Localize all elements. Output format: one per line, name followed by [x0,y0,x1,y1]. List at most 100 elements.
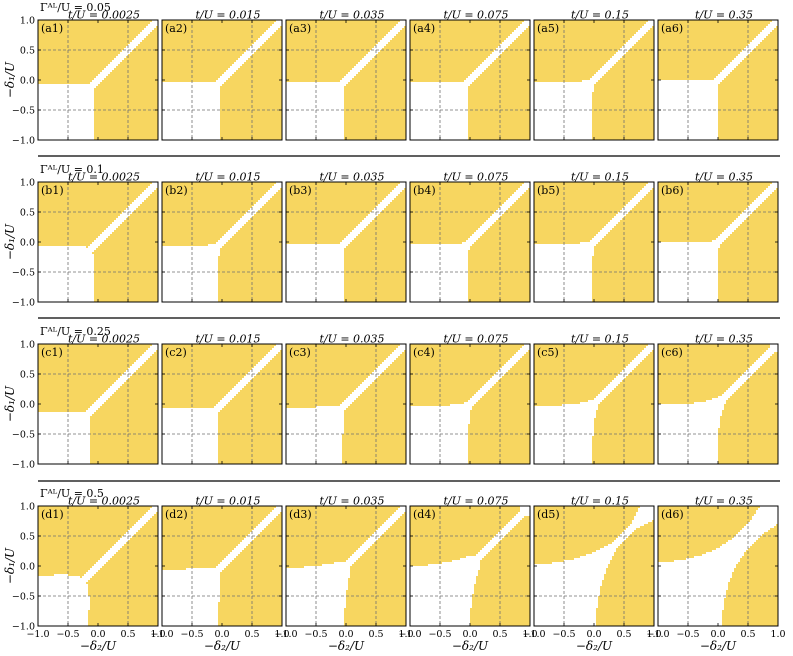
column-title: t/U = 0.035 [319,333,384,346]
x-tick-label: 1.0 [522,629,537,640]
panel-d6: (d6) t/U = 0.35 [657,495,779,627]
column-title: t/U = 0.015 [195,9,260,22]
x-tick-label: −0.5 [304,629,327,640]
x-tick-label: 0.0 [462,629,477,640]
panel-label: (a5) [537,22,559,35]
column-title: t/U = 0.075 [443,333,508,346]
panel-c1: (c1) t/U = 0.0025 [37,333,159,465]
y-tick-label: −1.0 [12,460,35,471]
x-tick-label: −0.5 [428,629,451,640]
panel-b5: (b5) t/U = 0.15 [533,171,655,303]
panel-label: (c4) [413,346,435,359]
panel-a2: (a2) t/U = 0.015 [161,9,283,141]
panel-d1: (d1) t/U = 0.0025 [37,495,159,627]
y-tick-label: 0.0 [20,238,35,249]
x-tick-label: −0.5 [552,629,575,640]
phase-region [410,182,530,303]
y-tick-label: −1.0 [12,298,35,309]
x-axis-label: −δ₂/U [328,639,365,653]
phase-region [534,20,654,141]
y-tick-label: 0.5 [20,46,35,57]
panel-c3: (c3) t/U = 0.035 [285,333,407,465]
x-tick-label: 0.5 [616,629,631,640]
phase-region [658,506,778,627]
x-axis-label: −δ₂/U [576,639,613,653]
panel-a5: (a5) t/U = 0.15 [533,9,655,141]
x-axis-label: −δ₂/U [452,639,489,653]
column-title: t/U = 0.0025 [68,9,140,22]
column-title: t/U = 0.075 [443,495,508,508]
x-axis-label: −δ₂/U [700,639,737,653]
x-tick-label: 0.0 [214,629,229,640]
column-title: t/U = 0.0025 [68,171,140,184]
panel-label: (d3) [289,508,312,521]
panel-label: (a1) [41,22,63,35]
y-tick-label: 0.5 [20,208,35,219]
x-tick-label: 1.0 [646,629,661,640]
column-title: t/U = 0.035 [319,9,384,22]
panel-label: (a6) [661,22,683,35]
y-tick-label: −0.5 [12,430,35,441]
panel-label: (d2) [165,508,188,521]
panel-c5: (c5) t/U = 0.15 [533,333,655,465]
phase-region [162,182,282,303]
phase-region [162,506,282,627]
y-axis-label: −δ₁/U [3,61,17,98]
phase-region [410,20,530,141]
y-tick-label: 0.5 [20,532,35,543]
x-tick-label: 0.5 [740,629,755,640]
panel-c2: (c2) t/U = 0.015 [161,333,283,465]
y-tick-label: 0.0 [20,400,35,411]
x-tick-label: −1.0 [26,629,49,640]
column-title: t/U = 0.0025 [68,495,140,508]
column-title: t/U = 0.015 [195,333,260,346]
column-title: t/U = 0.015 [195,495,260,508]
x-tick-label: 0.5 [368,629,383,640]
panel-b6: (b6) t/U = 0.35 [657,171,779,303]
panel-label: (c5) [537,346,559,359]
y-tick-label: 1.0 [20,178,35,189]
panel-b3: (b3) t/U = 0.035 [285,171,407,303]
phase-region [38,20,158,141]
x-tick-label: 1.0 [274,629,289,640]
x-tick-label: −0.5 [56,629,79,640]
column-title: t/U = 0.15 [571,333,629,346]
panel-c4: (c4) t/U = 0.075 [409,333,531,465]
panel-b2: (b2) t/U = 0.015 [161,171,283,303]
panel-a3: (a3) t/U = 0.035 [285,9,407,141]
row-gamma-label: Γᴬᴸ/U = 0.5 [40,487,104,500]
phase-region [534,344,654,465]
phase-region [38,182,158,303]
column-title: t/U = 0.075 [443,9,508,22]
y-tick-label: 0.0 [20,562,35,573]
y-axis-label: −δ₁/U [3,547,17,584]
x-tick-label: 0.0 [338,629,353,640]
phase-region [658,344,778,465]
y-axis-label: −δ₁/U [3,223,17,260]
x-tick-label: −1.0 [274,629,297,640]
x-tick-label: −1.0 [150,629,173,640]
phase-region [658,20,778,141]
panel-label: (c6) [661,346,683,359]
x-axis-label: −δ₂/U [204,639,241,653]
column-title: t/U = 0.15 [571,171,629,184]
panel-label: (d1) [41,508,64,521]
x-tick-label: 0.5 [120,629,135,640]
y-tick-label: −1.0 [12,136,35,147]
y-tick-label: −0.5 [12,106,35,117]
row-gamma-label: Γᴬᴸ/U = 0.05 [40,1,111,14]
panel-label: (b2) [165,184,188,197]
panel-c6: (c6) t/U = 0.35 [657,333,779,465]
panel-d4: (d4) t/U = 0.075 [409,495,531,627]
x-tick-label: −1.0 [522,629,545,640]
column-title: t/U = 0.15 [571,495,629,508]
panel-label: (d5) [537,508,560,521]
column-title: t/U = 0.0025 [68,333,140,346]
x-tick-label: 0.0 [586,629,601,640]
x-tick-label: −0.5 [676,629,699,640]
x-tick-label: 1.0 [398,629,413,640]
y-tick-label: 0.0 [20,76,35,87]
x-tick-label: 0.0 [710,629,725,640]
column-title: t/U = 0.015 [195,171,260,184]
